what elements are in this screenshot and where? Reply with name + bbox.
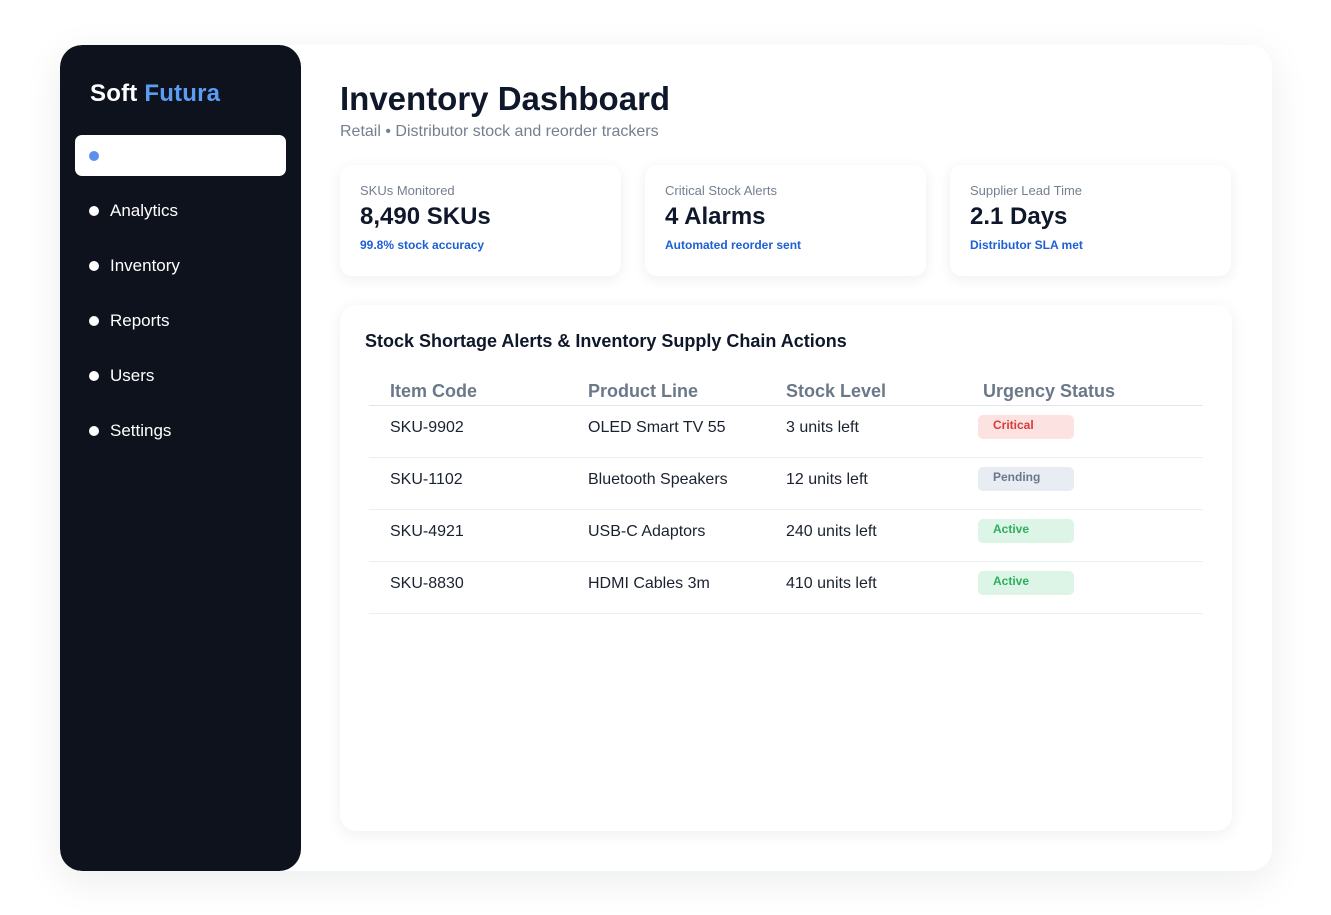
bullet-icon <box>89 205 99 216</box>
sidebar-item-inventory[interactable]: Inventory <box>75 245 286 286</box>
status-badge: Active <box>978 519 1074 543</box>
kpi-note: Automated reorder sent <box>665 238 802 252</box>
stock-level: 240 units left <box>786 523 877 540</box>
kpi-note: Distributor SLA met <box>970 238 1083 252</box>
sidebar-item-label: Settings <box>110 420 172 440</box>
status-badge: Active <box>978 571 1074 595</box>
kpi-note: 99.8% stock accuracy <box>360 238 485 252</box>
sidebar: Soft Futura Analytics Inventory Reports <box>60 45 301 871</box>
kpi-value: 2.1 Days <box>970 203 1068 230</box>
kpi-cards: SKUs Monitored 8,490 SKUs 99.8% stock ac… <box>340 165 1232 276</box>
product-line: OLED Smart TV 55 <box>588 419 726 436</box>
column-header-urgency-status: Urgency Status <box>983 381 1116 401</box>
bullet-icon <box>89 370 99 381</box>
table-row[interactable]: SKU-4921 USB-C Adaptors 240 units left A… <box>369 510 1203 562</box>
column-header-product-line: Product Line <box>588 381 699 401</box>
stock-level: 3 units left <box>786 419 859 436</box>
brand-logo: Soft Futura <box>90 80 220 108</box>
item-code: SKU-8830 <box>390 575 464 592</box>
sidebar-item-label: Users <box>110 365 155 385</box>
sidebar-item-users[interactable]: Users <box>75 355 286 396</box>
bullet-icon <box>89 150 99 161</box>
kpi-label: Critical Stock Alerts <box>665 183 777 198</box>
sidebar-item-reports[interactable]: Reports <box>75 300 286 341</box>
page-title: Inventory Dashboard <box>340 80 671 117</box>
sidebar-item-label: Inventory <box>110 255 180 275</box>
column-header-item-code: Item Code <box>390 381 478 401</box>
stock-alerts-panel: Stock Shortage Alerts & Inventory Supply… <box>340 305 1232 831</box>
table-header: Item Code Product Line Stock Level Urgen… <box>369 379 1203 406</box>
sidebar-item-analytics[interactable]: Analytics <box>75 190 286 231</box>
product-line: HDMI Cables 3m <box>588 575 710 592</box>
kpi-value: 8,490 SKUs <box>360 203 491 230</box>
main-content: Inventory Dashboard Retail • Distributor… <box>340 45 1272 871</box>
table-row[interactable]: SKU-8830 HDMI Cables 3m 410 units left A… <box>369 562 1203 614</box>
item-code: SKU-1102 <box>390 471 463 488</box>
sidebar-item-active[interactable] <box>75 135 286 176</box>
brand-name: Soft <box>90 80 138 107</box>
app-window: Soft Futura Analytics Inventory Reports <box>60 45 1272 871</box>
sidebar-item-label: Reports <box>110 310 170 330</box>
sidebar-item-settings[interactable]: Settings <box>75 410 286 451</box>
kpi-label: SKUs Monitored <box>360 183 455 198</box>
brand-accent: Futura <box>144 80 221 107</box>
status-badge: Critical <box>978 415 1074 439</box>
sidebar-nav: Analytics Inventory Reports Users Settin… <box>75 135 286 465</box>
item-code: SKU-4921 <box>390 523 464 540</box>
bullet-icon <box>89 315 99 326</box>
kpi-card-alerts: Critical Stock Alerts 4 Alarms Automated… <box>645 165 926 276</box>
kpi-card-lead-time: Supplier Lead Time 2.1 Days Distributor … <box>950 165 1231 276</box>
stock-level: 410 units left <box>786 575 877 592</box>
status-badge: Pending <box>978 467 1074 491</box>
sidebar-item-label: Analytics <box>110 200 179 220</box>
product-line: USB-C Adaptors <box>588 523 706 540</box>
item-code: SKU-9902 <box>390 419 464 436</box>
bullet-icon <box>89 425 99 436</box>
page-subtitle: Retail • Distributor stock and reorder t… <box>340 123 659 140</box>
bullet-icon <box>89 260 99 271</box>
stock-level: 12 units left <box>786 471 868 488</box>
panel-title: Stock Shortage Alerts & Inventory Supply… <box>365 331 847 351</box>
table-row[interactable]: SKU-1102 Bluetooth Speakers 12 units lef… <box>369 458 1203 510</box>
kpi-label: Supplier Lead Time <box>970 183 1083 198</box>
column-header-stock-level: Stock Level <box>786 381 887 401</box>
kpi-value: 4 Alarms <box>665 203 766 230</box>
table-row[interactable]: SKU-9902 OLED Smart TV 55 3 units left C… <box>369 406 1203 458</box>
kpi-card-skus: SKUs Monitored 8,490 SKUs 99.8% stock ac… <box>340 165 621 276</box>
stock-alerts-table: Item Code Product Line Stock Level Urgen… <box>369 379 1203 614</box>
product-line: Bluetooth Speakers <box>588 471 728 488</box>
